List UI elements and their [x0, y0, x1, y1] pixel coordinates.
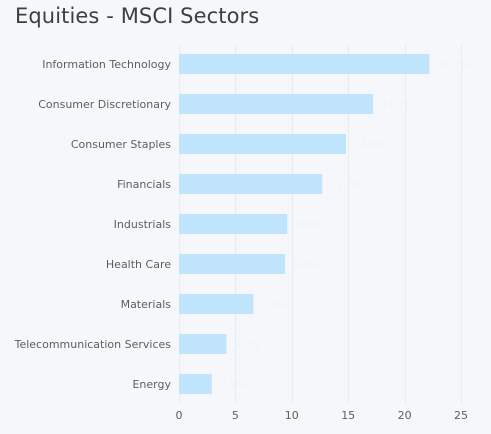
- bar-value-label: 22.2%: [437, 60, 469, 71]
- bar-value-label: 17.2%: [381, 100, 413, 111]
- bar-value-label: 2.9%: [220, 380, 245, 391]
- bar-value-label: 9.4%: [293, 260, 318, 271]
- x-tick-label: 25: [454, 409, 468, 422]
- chart-title: Equities - MSCI Sectors: [15, 4, 260, 28]
- x-axis-tick-labels: 0 5 10 15 20 25: [176, 409, 469, 422]
- category-label: Materials: [121, 298, 172, 311]
- bar[interactable]: [179, 374, 212, 394]
- category-label: Telecommunication Services: [14, 338, 172, 351]
- x-tick-label: 15: [341, 409, 355, 422]
- bar-value-label: 4.2%: [234, 340, 259, 351]
- bar-value-label: 12.7%: [330, 180, 362, 191]
- category-labels: Information Technology Consumer Discretio…: [14, 58, 172, 391]
- category-label: Industrials: [114, 218, 172, 231]
- bar[interactable]: [179, 214, 288, 234]
- x-tick-label: 5: [232, 409, 239, 422]
- x-tick-label: 0: [176, 409, 183, 422]
- bar[interactable]: [179, 54, 430, 74]
- bar[interactable]: [179, 174, 323, 194]
- bar[interactable]: [179, 94, 374, 114]
- bar[interactable]: [179, 334, 227, 354]
- bars: [179, 54, 430, 394]
- bar-value-label: 14.8%: [354, 140, 386, 151]
- x-tick-label: 20: [398, 409, 412, 422]
- bar-value-label: 6.6%: [261, 300, 286, 311]
- category-label: Energy: [132, 378, 171, 391]
- bar[interactable]: [179, 134, 346, 154]
- value-labels: 22.2% 17.2% 14.8% 12.7% 9.6% 9.4% 6.6% 4.2% 2.9%: [220, 60, 469, 391]
- category-label: Consumer Discretionary: [38, 98, 171, 111]
- x-tick-label: 10: [285, 409, 299, 422]
- category-label: Health Care: [106, 258, 171, 271]
- category-label: Information Technology: [42, 58, 171, 71]
- bar-value-label: 9.6%: [295, 220, 320, 231]
- category-label: Consumer Staples: [71, 138, 171, 151]
- category-label: Financials: [117, 178, 171, 191]
- bar[interactable]: [179, 294, 254, 314]
- bar[interactable]: [179, 254, 286, 274]
